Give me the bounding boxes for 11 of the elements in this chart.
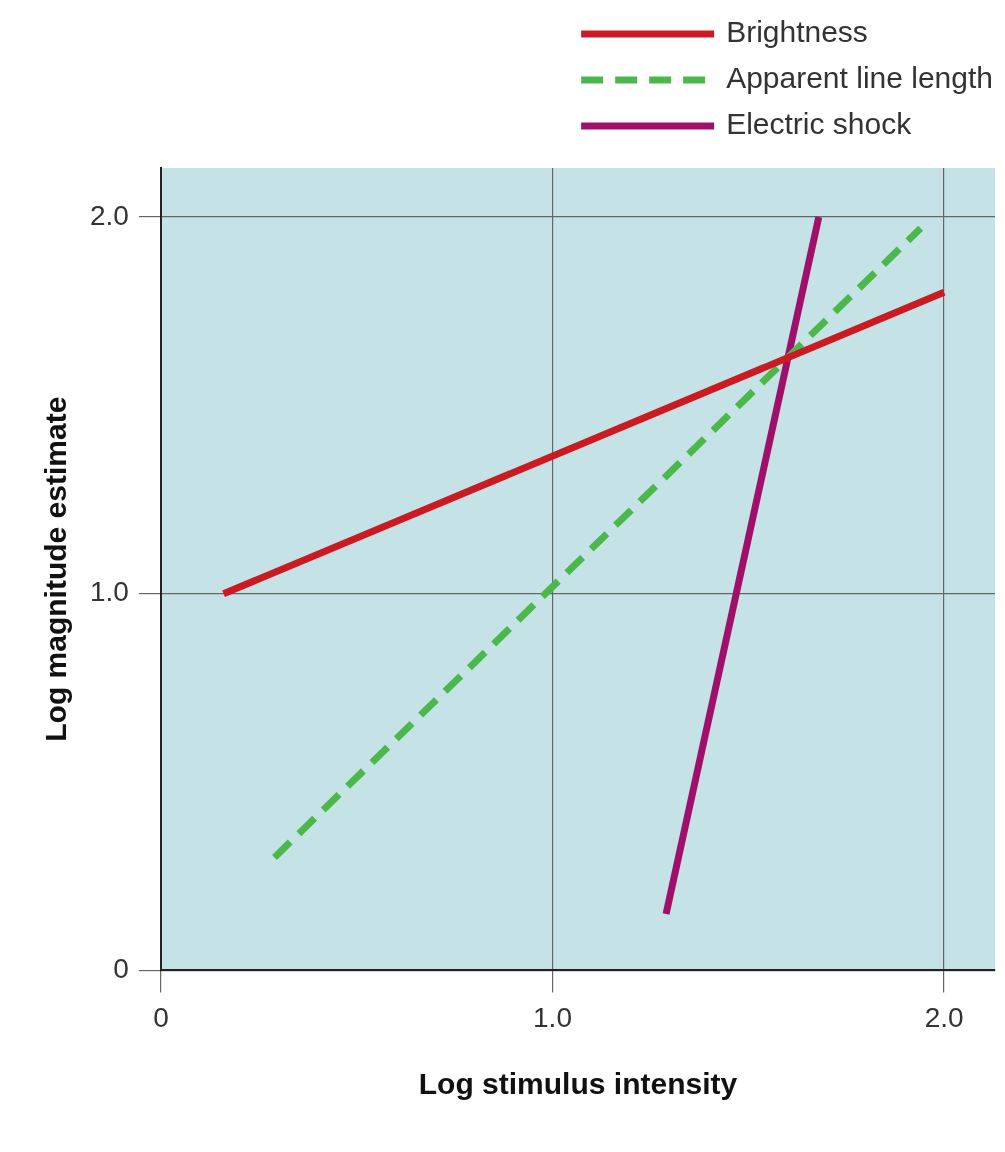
legend-label: Electric shock bbox=[726, 107, 913, 141]
x-tick-label: 1.0 bbox=[533, 1001, 572, 1033]
y-tick-label: 1.0 bbox=[89, 576, 129, 608]
y-tick-label: 2.0 bbox=[89, 199, 129, 231]
x-tick-label: 2.0 bbox=[924, 1001, 964, 1033]
x-axis-title: Log stimulus intensity bbox=[418, 1067, 738, 1101]
y-axis-title: Log magnitude estimate bbox=[39, 396, 73, 742]
legend-label: Apparent line length bbox=[726, 61, 994, 95]
x-tick-label: 0 bbox=[153, 1001, 169, 1033]
y-tick-label: 0 bbox=[113, 953, 129, 985]
legend-label: Brightness bbox=[726, 15, 868, 49]
